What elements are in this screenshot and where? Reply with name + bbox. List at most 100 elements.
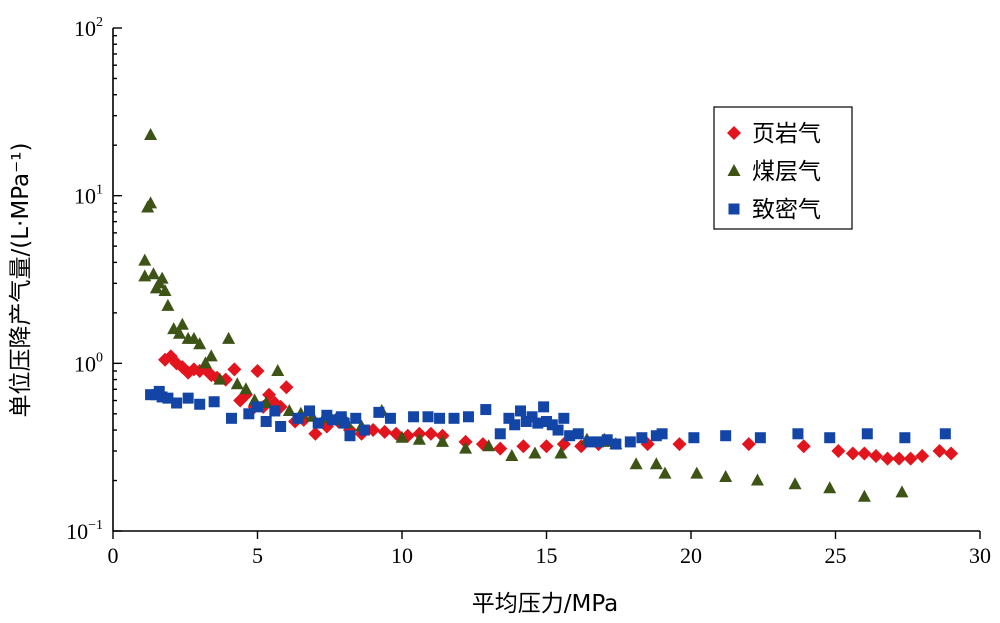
data-point	[239, 382, 253, 395]
data-point	[824, 432, 836, 444]
data-point	[720, 430, 732, 442]
data-point	[260, 415, 272, 427]
data-point	[227, 362, 242, 377]
data-point	[861, 428, 873, 440]
data-point	[750, 473, 764, 486]
data-point	[161, 298, 175, 311]
data-point	[546, 419, 558, 431]
data-point	[880, 451, 895, 466]
data-point	[384, 412, 396, 424]
data-point	[225, 412, 237, 424]
axes-layer: 0 5 10 15 20 25 30 10−1 100 101 102	[66, 15, 991, 568]
data-point	[338, 417, 350, 429]
data-point	[636, 432, 648, 444]
data-point	[480, 404, 492, 416]
data-point	[373, 406, 385, 418]
data-point	[505, 449, 519, 462]
data-point	[250, 364, 265, 379]
legend-label: 煤层气	[752, 159, 821, 185]
data-point	[434, 412, 446, 424]
x-tick-label: 5	[252, 543, 263, 568]
data-point	[308, 426, 323, 441]
data-point	[156, 391, 168, 403]
data-point	[171, 397, 183, 409]
data-point	[175, 317, 189, 330]
data-point	[138, 253, 152, 266]
data-point	[222, 331, 236, 344]
data-point	[593, 436, 605, 448]
x-tick-label: 20	[680, 543, 702, 568]
x-tick-label: 25	[825, 543, 847, 568]
data-point	[243, 408, 255, 420]
data-point	[895, 485, 909, 498]
data-point	[528, 446, 542, 459]
x-tick-label: 0	[108, 543, 119, 568]
data-point	[271, 364, 285, 377]
data-point	[554, 446, 568, 459]
data-point	[275, 421, 287, 433]
data-point	[650, 430, 662, 442]
y-tick-label: 102	[74, 15, 103, 41]
y-axis-title: 单位压降产气量/(L·MPa⁻¹)	[8, 143, 34, 418]
data-point	[831, 444, 846, 459]
data-point	[269, 405, 281, 417]
data-point	[153, 385, 165, 397]
data-point	[584, 436, 596, 448]
data-point	[932, 444, 947, 459]
data-point	[601, 434, 613, 446]
y-tick-label: 101	[74, 183, 103, 209]
data-point	[395, 430, 409, 443]
data-point	[158, 284, 172, 297]
data-point	[187, 331, 201, 344]
data-point	[741, 437, 756, 452]
data-point	[503, 412, 515, 424]
data-point	[915, 449, 930, 464]
data-point	[520, 415, 532, 427]
data-point	[167, 322, 181, 335]
data-point	[845, 446, 860, 461]
data-point	[208, 396, 220, 408]
data-point	[145, 389, 157, 401]
data-point	[629, 457, 643, 470]
data-point	[526, 411, 538, 423]
data-point	[754, 432, 766, 444]
legend-marker-square	[728, 203, 740, 215]
data-point	[672, 437, 687, 452]
data-points-layer	[138, 128, 959, 502]
data-point	[462, 411, 474, 423]
x-axis-title: 平均压力/MPa	[472, 591, 619, 617]
data-point	[321, 409, 333, 421]
data-point	[796, 439, 811, 454]
data-point	[304, 405, 316, 417]
data-point	[493, 441, 508, 456]
data-point	[658, 466, 672, 479]
data-point	[335, 411, 347, 423]
legend-marker-diamond	[727, 126, 741, 140]
data-point	[459, 441, 473, 454]
data-point	[719, 469, 733, 482]
data-point	[344, 430, 356, 442]
series-square	[145, 385, 951, 450]
data-point	[857, 489, 871, 502]
data-point	[899, 432, 911, 444]
data-point	[198, 356, 212, 369]
data-point	[823, 481, 837, 494]
data-point	[610, 438, 622, 450]
data-point	[279, 380, 294, 395]
y-tick-label: 10−1	[66, 518, 103, 544]
data-point	[172, 326, 186, 339]
data-point	[494, 428, 506, 440]
data-point	[155, 271, 169, 284]
x-tick-label: 30	[969, 543, 991, 568]
data-point	[144, 128, 158, 141]
data-point	[558, 412, 570, 424]
data-point	[146, 267, 160, 280]
y-tick-label: 100	[74, 350, 103, 376]
data-point	[857, 446, 872, 461]
legend-label: 致密气	[752, 197, 821, 223]
data-point	[358, 424, 370, 436]
data-point	[408, 411, 420, 423]
data-point	[516, 439, 531, 454]
